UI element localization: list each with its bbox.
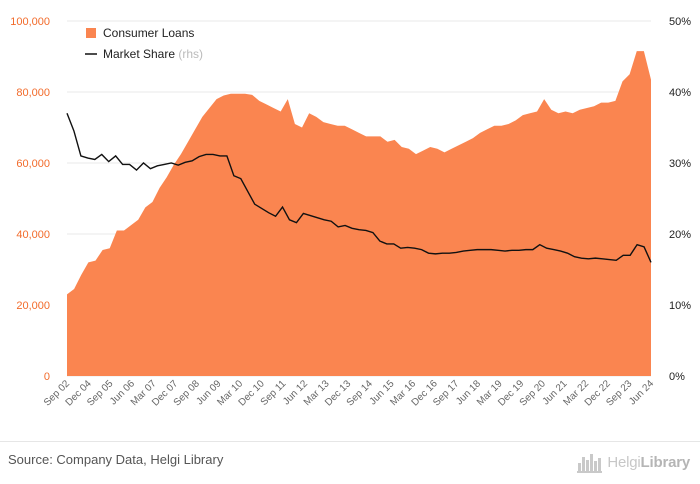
source-note: Source: Company Data, Helgi Library (8, 452, 224, 467)
chart: 0 20,000 40,000 60,000 80,000 100,000 0% 10% 20… (10, 16, 691, 409)
left-axis-tick-label: 20,000 (16, 300, 50, 312)
right-axis-tick-label: 0% (669, 371, 685, 383)
right-axis-tick-label: 30% (669, 158, 691, 170)
legend-label-market-share: Market Share (rhs) (103, 47, 203, 61)
x-axis-tick-label: Jun 24 (627, 378, 656, 407)
right-axis-ticks: 0% 10% 20% 30% 40% 50% (669, 16, 691, 383)
left-axis-tick-label: 40,000 (16, 229, 50, 241)
left-axis-tick-label: 100,000 (10, 16, 50, 28)
market-share-line (66, 113, 652, 263)
city-skyline-icon (577, 454, 603, 473)
right-axis-tick-label: 10% (669, 300, 691, 312)
left-axis-tick-label: 0 (44, 371, 50, 383)
left-axis-tick-label: 80,000 (16, 87, 50, 99)
right-axis-tick-label: 40% (669, 87, 691, 99)
left-axis-tick-label: 60,000 (16, 158, 50, 170)
legend-swatch-consumer-loans (86, 28, 96, 38)
footer: Source: Company Data, Helgi Library Helg… (0, 441, 700, 484)
left-axis-ticks: 0 20,000 40,000 60,000 80,000 100,000 (10, 16, 50, 383)
brand-name: HelgiLibrary (607, 453, 690, 471)
consumer-loans-area (67, 51, 651, 377)
brand-logo: HelgiLibrary (577, 449, 690, 475)
legend: Consumer Loans Market Share (rhs) (85, 26, 203, 61)
right-axis-tick-label: 50% (669, 16, 691, 28)
right-axis-tick-label: 20% (669, 229, 691, 241)
legend-label-consumer-loans: Consumer Loans (103, 26, 194, 40)
